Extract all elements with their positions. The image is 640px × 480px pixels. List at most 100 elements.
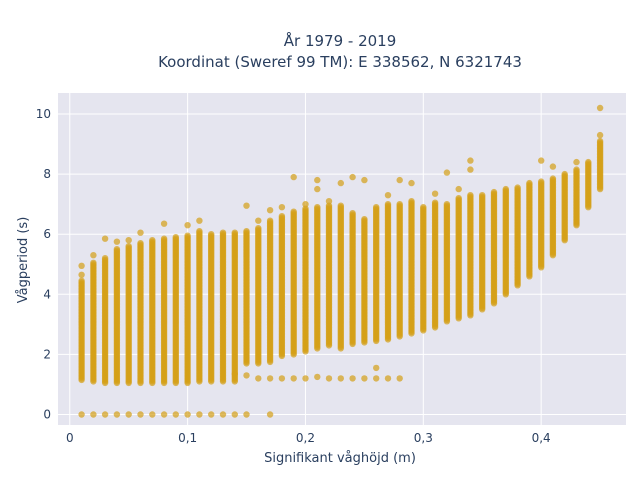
data-point	[266, 375, 274, 382]
data-point	[78, 262, 85, 269]
data-point	[408, 198, 415, 205]
data-point	[243, 228, 250, 235]
data-point	[325, 202, 333, 209]
data-point	[278, 204, 286, 211]
y-tick-label: 4	[43, 287, 51, 301]
data-point	[90, 252, 97, 259]
data-points	[78, 104, 604, 418]
data-point	[255, 225, 262, 232]
data-point	[266, 207, 274, 214]
data-point	[78, 277, 85, 284]
data-point	[337, 179, 344, 187]
data-point	[113, 238, 121, 245]
data-point	[125, 411, 132, 418]
data-point	[490, 188, 498, 196]
data-point	[361, 375, 368, 382]
data-point	[455, 195, 462, 202]
data-point	[243, 372, 250, 379]
data-point	[431, 190, 439, 197]
data-point	[431, 199, 439, 206]
data-point	[113, 411, 121, 418]
data-point	[573, 158, 580, 166]
data-point	[314, 176, 321, 184]
data-point	[314, 185, 321, 193]
data-point	[455, 185, 462, 193]
x-tick-label: 0,4	[532, 431, 551, 445]
data-point	[208, 231, 215, 238]
y-axis-title: Vågperiod (s)	[16, 217, 31, 304]
data-point	[443, 169, 451, 176]
y-tick-label: 6	[43, 227, 51, 241]
x-tick-label: 0,2	[296, 431, 315, 445]
data-point	[255, 375, 262, 382]
data-point	[467, 192, 474, 199]
data-point	[349, 210, 356, 217]
data-point	[502, 185, 509, 193]
x-axis-title: Signifikant våghöjd (m)	[264, 451, 416, 466]
data-point	[290, 375, 297, 382]
data-point	[396, 176, 403, 184]
chart-title-line1: År 1979 - 2019	[284, 31, 397, 50]
data-point	[278, 375, 286, 382]
y-tick-label: 10	[36, 107, 51, 121]
data-point	[373, 204, 380, 211]
data-point	[314, 373, 321, 381]
data-point	[596, 104, 604, 112]
data-point	[278, 213, 286, 220]
data-point	[172, 234, 179, 241]
data-point	[90, 259, 97, 266]
data-point	[302, 375, 309, 382]
y-tick-label: 8	[43, 167, 51, 181]
data-point	[290, 173, 297, 181]
data-point	[160, 220, 168, 227]
chart-title-line2: Koordinat (Sweref 99 TM): E 338562, N 63…	[158, 53, 522, 71]
data-point	[514, 184, 521, 191]
data-point	[314, 204, 321, 211]
data-point	[596, 137, 604, 145]
tick-labels: 0 0,1 0,2 0,3 0,4 0 2 4 6 8 10	[36, 107, 551, 445]
data-point	[337, 375, 344, 382]
data-point	[373, 375, 380, 382]
data-point	[384, 201, 392, 208]
data-point	[443, 201, 451, 208]
data-point	[255, 217, 262, 224]
data-point	[325, 375, 333, 382]
data-point	[373, 364, 380, 372]
data-point	[149, 411, 156, 418]
data-point	[172, 411, 179, 418]
data-point	[78, 271, 85, 278]
data-point	[302, 201, 309, 208]
data-point	[538, 178, 545, 185]
data-point	[184, 232, 191, 239]
data-point	[243, 411, 250, 418]
data-point	[208, 411, 215, 418]
x-tick-label: 0,1	[178, 431, 197, 445]
data-point	[479, 192, 486, 199]
data-point	[266, 411, 274, 418]
data-point	[408, 179, 415, 187]
data-point	[290, 208, 297, 215]
data-point	[137, 240, 144, 247]
data-point	[231, 411, 238, 418]
data-point	[149, 237, 156, 244]
data-point	[125, 237, 132, 244]
data-point	[361, 216, 368, 223]
data-point	[549, 163, 557, 170]
y-tick-label: 0	[43, 407, 51, 421]
data-point	[184, 411, 191, 418]
data-point	[538, 157, 545, 164]
y-tick-label: 2	[43, 347, 51, 361]
data-point	[101, 235, 109, 242]
data-point	[337, 202, 344, 209]
data-point	[526, 179, 533, 187]
data-point	[549, 175, 557, 182]
data-point	[596, 131, 604, 139]
data-point	[396, 375, 403, 382]
data-point	[325, 198, 333, 205]
data-point	[196, 228, 203, 235]
data-point	[361, 176, 368, 184]
data-point	[420, 204, 427, 211]
data-point	[160, 411, 168, 418]
